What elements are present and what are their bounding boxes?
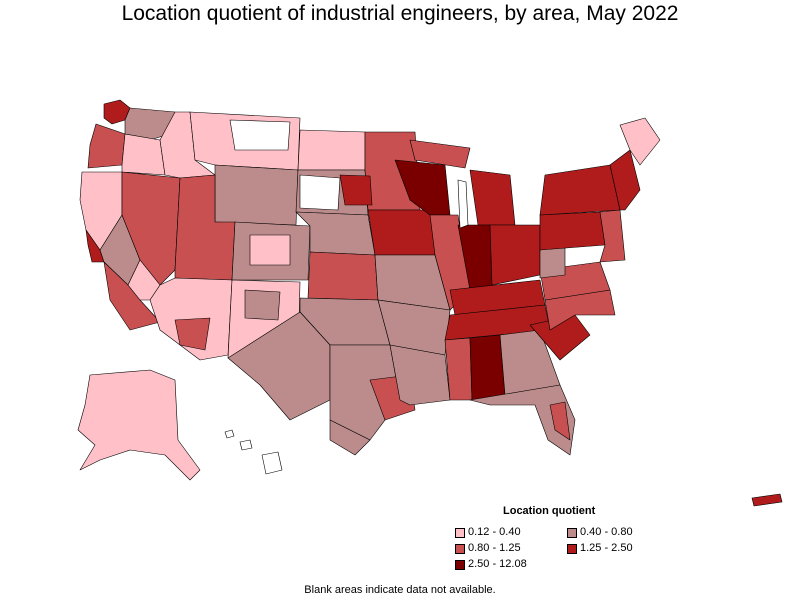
region-or-west: [87, 123, 126, 169]
region-md-nj: [599, 209, 626, 263]
legend-label-3: 0.80 - 1.25: [468, 542, 521, 554]
region-pr: [751, 493, 783, 507]
region-pa: [539, 211, 606, 251]
region-mi-up: [409, 139, 471, 169]
region-co-rural: [249, 234, 291, 266]
region-nm-north: [244, 289, 281, 321]
region-new-england: [609, 149, 641, 211]
legend-swatch-5: [455, 560, 465, 570]
region-ia: [367, 209, 436, 256]
region-mn-central: [339, 174, 373, 206]
region-sd-na: [299, 174, 341, 211]
region-ny: [539, 164, 621, 216]
legend-title: Location quotient: [503, 505, 596, 517]
legend-label-2: 0.40 - 0.80: [580, 526, 633, 538]
region-hi-1: [224, 429, 235, 439]
great-lakes: [457, 179, 469, 229]
footnote: Blank areas indicate data not available.: [304, 584, 496, 596]
region-ms: [444, 337, 473, 401]
region-mi: [469, 169, 516, 226]
legend-swatch-3: [455, 544, 465, 554]
legend-label-1: 0.12 - 0.40: [468, 526, 521, 538]
region-mt-na: [229, 119, 291, 151]
region-oh: [489, 224, 541, 286]
lake-michigan: [457, 179, 469, 229]
region-nd: [297, 129, 366, 171]
region-ak: [77, 369, 201, 481]
legend-label-5: 2.50 - 12.08: [468, 558, 527, 570]
legend-swatch-2: [567, 528, 577, 538]
map-regions: [77, 99, 783, 507]
region-fl: [469, 384, 576, 456]
map-title: Location quotient of industrial engineer…: [121, 2, 679, 25]
region-hi-2: [239, 439, 253, 451]
region-tx-south: [329, 419, 371, 456]
region-nv-south: [127, 259, 161, 301]
region-ca-bay: [85, 229, 105, 263]
legend-swatch-1: [455, 528, 465, 538]
region-az-phx: [174, 317, 211, 351]
legend-label-4: 1.25 - 2.50: [580, 542, 633, 554]
region-la: [389, 344, 451, 406]
region-or-east: [121, 133, 166, 176]
region-al: [469, 334, 506, 401]
region-fl-south: [549, 401, 571, 441]
legend-swatch-4: [567, 544, 577, 554]
region-wy: [214, 164, 299, 226]
region-hi-3: [261, 451, 283, 475]
region-maine: [619, 117, 661, 166]
region-ks: [307, 251, 379, 301]
